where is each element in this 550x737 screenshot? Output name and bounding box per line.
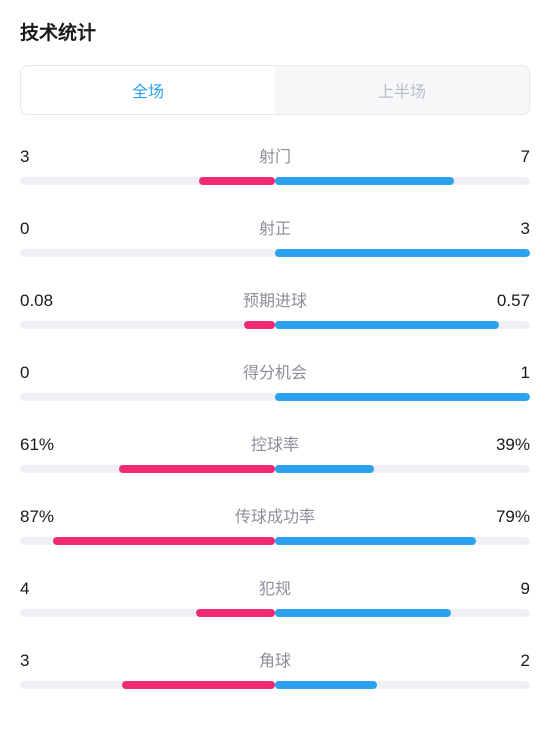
bar-right-fill [275, 609, 451, 617]
stat-right-value: 2 [521, 651, 530, 671]
stat-right-value: 79% [496, 507, 530, 527]
stat-left-value: 0 [20, 363, 29, 383]
stat-left-value: 4 [20, 579, 29, 599]
stat-left-value: 61% [20, 435, 54, 455]
bar-left-fill [122, 681, 275, 689]
bar-right-half [275, 465, 530, 473]
bar-right-fill [275, 177, 454, 185]
stat-left-value: 87% [20, 507, 54, 527]
stat-name: 预期进球 [243, 287, 307, 311]
stat-row: 0.08 预期进球 0.57 [20, 287, 530, 329]
bar-left-half [20, 537, 275, 545]
stat-bar [20, 393, 530, 401]
stat-right-value: 39% [496, 435, 530, 455]
stat-labels: 3 角球 2 [20, 647, 530, 671]
stat-name: 犯规 [259, 575, 291, 599]
bar-left-fill [244, 321, 275, 329]
tab-label: 全场 [132, 84, 164, 101]
bar-right-fill [275, 537, 476, 545]
stat-name: 射门 [259, 143, 291, 167]
stat-labels: 0 射正 3 [20, 215, 530, 239]
bar-left-bg [20, 321, 275, 329]
bar-right-fill [275, 681, 377, 689]
stat-bar [20, 321, 530, 329]
stat-labels: 4 犯规 9 [20, 575, 530, 599]
bar-right-half [275, 681, 530, 689]
stat-right-value: 1 [521, 363, 530, 383]
bar-left-fill [53, 537, 275, 545]
stat-labels: 0.08 预期进球 0.57 [20, 287, 530, 311]
bar-left-half [20, 249, 275, 257]
period-tabs: 全场 上半场 [20, 65, 530, 115]
tab-full[interactable]: 全场 [21, 66, 275, 114]
tab-first-half[interactable]: 上半场 [275, 66, 529, 114]
stat-bar [20, 609, 530, 617]
bar-left-half [20, 609, 275, 617]
stat-row: 0 射正 3 [20, 215, 530, 257]
bar-left-bg [20, 249, 275, 257]
stat-labels: 3 射门 7 [20, 143, 530, 167]
stat-right-value: 7 [521, 147, 530, 167]
stat-right-value: 9 [521, 579, 530, 599]
stat-row: 3 角球 2 [20, 647, 530, 689]
bar-right-half [275, 393, 530, 401]
stat-row: 61% 控球率 39% [20, 431, 530, 473]
bar-right-fill [275, 393, 530, 401]
stat-name: 控球率 [251, 431, 299, 455]
tab-label: 上半场 [378, 84, 426, 101]
stat-labels: 61% 控球率 39% [20, 431, 530, 455]
bar-left-half [20, 177, 275, 185]
stat-bar [20, 465, 530, 473]
stat-left-value: 0.08 [20, 291, 53, 311]
bar-left-half [20, 321, 275, 329]
bar-left-half [20, 465, 275, 473]
bar-right-half [275, 537, 530, 545]
stat-right-value: 3 [521, 219, 530, 239]
bar-left-bg [20, 393, 275, 401]
page-title: 技术统计 [20, 18, 530, 45]
stat-row: 87% 传球成功率 79% [20, 503, 530, 545]
stat-left-value: 3 [20, 651, 29, 671]
bar-left-half [20, 393, 275, 401]
stat-name: 角球 [259, 647, 291, 671]
stat-name: 得分机会 [243, 359, 307, 383]
bar-left-fill [196, 609, 275, 617]
stat-bar [20, 681, 530, 689]
bar-left-half [20, 681, 275, 689]
bar-left-fill [119, 465, 275, 473]
stat-labels: 87% 传球成功率 79% [20, 503, 530, 527]
bar-right-fill [275, 465, 374, 473]
bar-right-half [275, 177, 530, 185]
stat-bar [20, 249, 530, 257]
stats-list: 3 射门 7 0 射正 3 0.08 预期进球 0.57 0 得分机会 1 61% 控球率 39% 87% 传球… [20, 143, 530, 689]
stat-bar [20, 537, 530, 545]
stat-row: 0 得分机会 1 [20, 359, 530, 401]
stat-bar [20, 177, 530, 185]
stat-left-value: 3 [20, 147, 29, 167]
bar-right-fill [275, 249, 530, 257]
bar-left-fill [199, 177, 276, 185]
stat-right-value: 0.57 [497, 291, 530, 311]
stat-row: 4 犯规 9 [20, 575, 530, 617]
stat-name: 射正 [259, 215, 291, 239]
bar-right-half [275, 609, 530, 617]
stat-left-value: 0 [20, 219, 29, 239]
stat-name: 传球成功率 [235, 503, 315, 527]
bar-right-half [275, 249, 530, 257]
stat-labels: 0 得分机会 1 [20, 359, 530, 383]
stat-row: 3 射门 7 [20, 143, 530, 185]
bar-right-fill [275, 321, 499, 329]
bar-right-half [275, 321, 530, 329]
